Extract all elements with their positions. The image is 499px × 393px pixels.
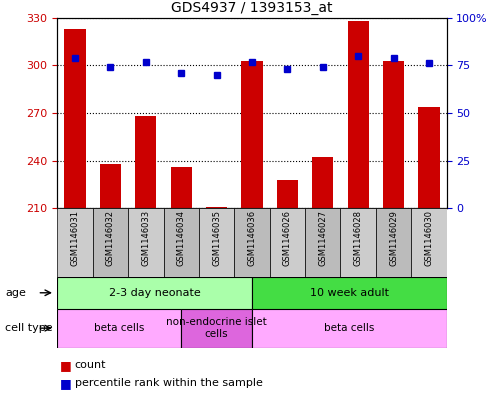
Bar bbox=[252, 309, 447, 348]
Bar bbox=[135, 116, 157, 208]
Text: GSM1146033: GSM1146033 bbox=[141, 210, 150, 266]
Text: GSM1146029: GSM1146029 bbox=[389, 210, 398, 266]
Text: GSM1146026: GSM1146026 bbox=[283, 210, 292, 266]
Bar bbox=[64, 29, 86, 208]
Bar bbox=[57, 309, 181, 348]
Text: GSM1146031: GSM1146031 bbox=[70, 210, 79, 266]
Bar bbox=[411, 208, 447, 277]
Bar bbox=[181, 309, 252, 348]
Text: GSM1146034: GSM1146034 bbox=[177, 210, 186, 266]
Text: 10 week adult: 10 week adult bbox=[310, 288, 389, 298]
Text: GSM1146028: GSM1146028 bbox=[354, 210, 363, 266]
Bar bbox=[383, 61, 404, 208]
Bar bbox=[312, 158, 333, 208]
Bar bbox=[418, 107, 440, 208]
Bar bbox=[340, 208, 376, 277]
Bar bbox=[305, 208, 340, 277]
Text: ■: ■ bbox=[60, 376, 72, 390]
Bar bbox=[206, 207, 227, 208]
Bar bbox=[128, 208, 164, 277]
Text: cell type: cell type bbox=[5, 323, 52, 333]
Bar bbox=[347, 21, 369, 208]
Bar bbox=[171, 167, 192, 208]
Text: GSM1146035: GSM1146035 bbox=[212, 210, 221, 266]
Bar bbox=[252, 277, 447, 309]
Text: GSM1146036: GSM1146036 bbox=[248, 210, 256, 266]
Text: beta cells: beta cells bbox=[324, 323, 374, 333]
Bar bbox=[57, 208, 93, 277]
Text: 2-3 day neonate: 2-3 day neonate bbox=[109, 288, 201, 298]
Bar bbox=[277, 180, 298, 208]
Text: count: count bbox=[75, 360, 106, 371]
Text: GSM1146032: GSM1146032 bbox=[106, 210, 115, 266]
Bar bbox=[376, 208, 411, 277]
Bar bbox=[242, 61, 262, 208]
Bar bbox=[269, 208, 305, 277]
Bar bbox=[164, 208, 199, 277]
Text: age: age bbox=[5, 288, 26, 298]
Text: non-endocrine islet
cells: non-endocrine islet cells bbox=[166, 318, 267, 339]
Text: GSM1146030: GSM1146030 bbox=[425, 210, 434, 266]
Bar bbox=[235, 208, 269, 277]
Text: GSM1146027: GSM1146027 bbox=[318, 210, 327, 266]
Bar bbox=[93, 208, 128, 277]
Text: beta cells: beta cells bbox=[94, 323, 145, 333]
Bar bbox=[199, 208, 235, 277]
Text: percentile rank within the sample: percentile rank within the sample bbox=[75, 378, 263, 388]
Text: ■: ■ bbox=[60, 359, 72, 372]
Bar bbox=[100, 164, 121, 208]
Title: GDS4937 / 1393153_at: GDS4937 / 1393153_at bbox=[171, 1, 333, 15]
Bar bbox=[57, 277, 252, 309]
